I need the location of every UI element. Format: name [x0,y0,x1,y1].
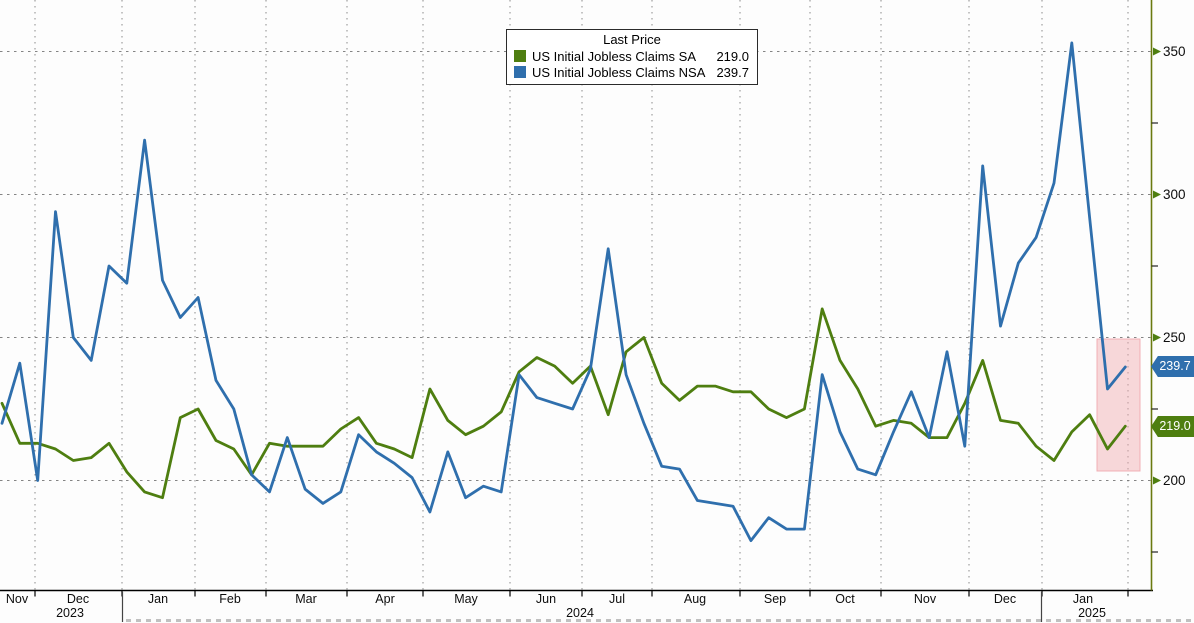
x-year-label-2025: 2025 [1078,606,1106,620]
nsa-series-line [0,41,1127,542]
legend-label: US Initial Jobless Claims NSA [532,64,706,80]
cropped-footer-dashes [126,619,1192,622]
sa-series-line [0,307,1127,500]
legend-value: 219.0 [716,48,749,64]
x-month-label: Nov [5,592,29,606]
x-month-label: Mar [295,592,317,606]
y-major-tick-arrow [1153,476,1161,485]
legend-item-sa: US Initial Jobless Claims SA 219.0 [507,48,757,64]
last-price-badge-nsa: 239.7 [1151,356,1194,377]
x-month-label: Jan [147,592,169,606]
nsa-series-swatch [514,66,526,78]
x-month-label: Jul [609,592,625,606]
y-major-tick-arrow [1153,333,1161,342]
x-month-label: Jun [535,592,557,606]
y-tick-label-350: 350 [1163,44,1186,59]
y-major-tick-arrow [1153,47,1161,56]
legend-item-nsa: US Initial Jobless Claims NSA 239.7 [507,64,757,80]
x-month-label: Jan [1072,592,1094,606]
x-year-label-2024: 2024 [566,606,594,620]
y-tick-label-200: 200 [1163,473,1186,488]
y-tick-label-300: 300 [1163,187,1186,202]
y-tick-label-250: 250 [1163,330,1186,345]
x-month-label: Dec [993,592,1017,606]
x-month-label: Aug [683,592,707,606]
x-month-label: Apr [375,592,395,606]
x-year-label-2023: 2023 [56,606,84,620]
x-month-label: Oct [835,592,855,606]
legend-title: Last Price [603,32,661,47]
legend: Last Price US Initial Jobless Claims SA … [506,29,758,85]
legend-value: 239.7 [716,64,749,80]
series-lines [0,41,1127,542]
x-month-label: Nov [913,592,937,606]
x-month-label: May [454,592,478,606]
last-price-badge-sa: 219.0 [1151,416,1194,437]
sa-series-swatch [514,50,526,62]
gridlines [0,0,1152,591]
y-major-tick-arrow [1153,190,1161,199]
x-month-label: Feb [219,592,241,606]
legend-label: US Initial Jobless Claims SA [532,48,696,64]
x-month-label: Dec [66,592,90,606]
x-month-label: Sep [763,592,787,606]
